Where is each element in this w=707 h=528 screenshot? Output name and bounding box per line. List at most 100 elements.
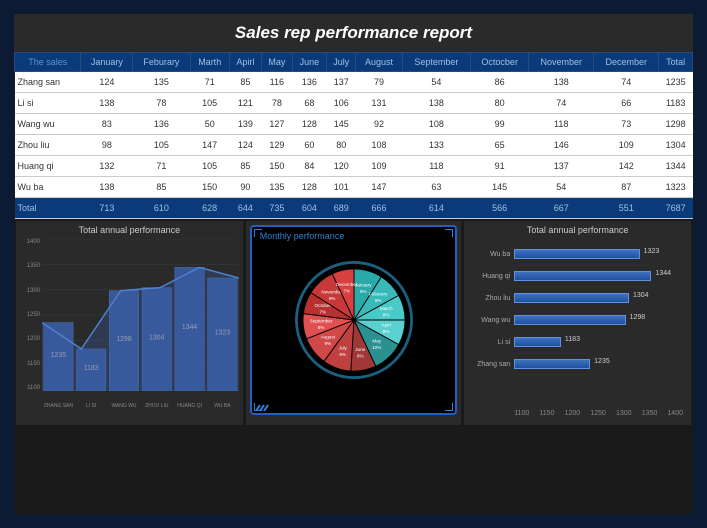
hbar-label: Zhang san xyxy=(472,361,514,368)
col-header: January xyxy=(81,53,133,72)
cell: 90 xyxy=(229,177,261,198)
cell: 109 xyxy=(356,156,402,177)
hbar-row: Wang wu1298 xyxy=(472,313,683,327)
svg-text:10%: 10% xyxy=(372,345,381,350)
cell: 108 xyxy=(356,135,402,156)
col-total: 666 xyxy=(356,198,402,219)
col-total: 628 xyxy=(190,198,229,219)
cell: 150 xyxy=(190,177,229,198)
cell: 142 xyxy=(594,156,659,177)
hbar-value: 1235 xyxy=(594,358,610,365)
hbar-row: Zhou liu1304 xyxy=(472,291,683,305)
svg-text:August: August xyxy=(320,334,335,339)
total-label: Total xyxy=(15,198,81,219)
cell: 147 xyxy=(356,177,402,198)
col-header: Octocber xyxy=(471,53,529,72)
cell: 108 xyxy=(402,114,471,135)
svg-text:May: May xyxy=(372,338,381,343)
cell: 121 xyxy=(229,93,261,114)
col-total: 689 xyxy=(327,198,356,219)
svg-text:September: September xyxy=(309,318,332,323)
col-total: 604 xyxy=(292,198,326,219)
cell: 135 xyxy=(261,177,292,198)
row-total: 1235 xyxy=(659,72,693,93)
row-total: 1298 xyxy=(659,114,693,135)
hbar-label: Wu ba xyxy=(472,251,514,258)
col-header: November xyxy=(529,53,594,72)
svg-text:January: January xyxy=(355,282,372,287)
cell: 129 xyxy=(261,135,292,156)
svg-text:Apirl: Apirl xyxy=(381,322,390,327)
cell: 136 xyxy=(292,72,326,93)
row-total: 1183 xyxy=(659,93,693,114)
rep-name: Zhou liu xyxy=(15,135,81,156)
rep-name: Wang wu xyxy=(15,114,81,135)
hbar-label: Li si xyxy=(472,339,514,346)
svg-text:December: December xyxy=(336,282,358,287)
col-header: Feburary xyxy=(133,53,190,72)
svg-text:7%: 7% xyxy=(319,309,326,314)
cell: 147 xyxy=(190,135,229,156)
cell: 84 xyxy=(292,156,326,177)
sales-table: The salesJanuaryFeburaryMarthApirlMayJun… xyxy=(14,52,693,219)
svg-text:7%: 7% xyxy=(343,288,350,293)
cell: 80 xyxy=(327,135,356,156)
hbar-value: 1323 xyxy=(644,248,660,255)
cell: 105 xyxy=(190,156,229,177)
cell: 138 xyxy=(81,93,133,114)
cell: 132 xyxy=(81,156,133,177)
svg-text:9%: 9% xyxy=(324,341,331,346)
rep-name: Li si xyxy=(15,93,81,114)
cell: 78 xyxy=(261,93,292,114)
cell: 105 xyxy=(133,135,190,156)
cell: 79 xyxy=(356,72,402,93)
cell: 128 xyxy=(292,114,326,135)
col-header: August xyxy=(356,53,402,72)
bar-chart-panel: Total annual performance Wu ba1323Huang … xyxy=(464,221,691,425)
col-total: 735 xyxy=(261,198,292,219)
cell: 124 xyxy=(229,135,261,156)
row-total: 1323 xyxy=(659,177,693,198)
cell: 101 xyxy=(327,177,356,198)
cell: 138 xyxy=(529,72,594,93)
cell: 80 xyxy=(471,93,529,114)
col-header: September xyxy=(402,53,471,72)
svg-text:June: June xyxy=(355,347,365,352)
rep-name: Huang qi xyxy=(15,156,81,177)
rep-name: Wu ba xyxy=(15,177,81,198)
area-chart-panel: Total annual performance 140013501300125… xyxy=(16,221,243,425)
col-total: 644 xyxy=(229,198,261,219)
cell: 146 xyxy=(529,135,594,156)
cell: 135 xyxy=(133,72,190,93)
col-total: 7687 xyxy=(659,198,693,219)
cell: 124 xyxy=(81,72,133,93)
svg-text:9%: 9% xyxy=(359,289,366,294)
col-total: 614 xyxy=(402,198,471,219)
cell: 73 xyxy=(594,114,659,135)
svg-text:8%: 8% xyxy=(356,353,363,358)
hbar-row: Li si1183 xyxy=(472,335,683,349)
col-header: The sales xyxy=(15,53,81,72)
cell: 78 xyxy=(133,93,190,114)
cell: 131 xyxy=(356,93,402,114)
cell: 60 xyxy=(292,135,326,156)
col-total: 566 xyxy=(471,198,529,219)
col-header: Marth xyxy=(190,53,229,72)
col-total: 610 xyxy=(133,198,190,219)
cell: 98 xyxy=(81,135,133,156)
cell: 137 xyxy=(327,72,356,93)
cell: 85 xyxy=(229,156,261,177)
cell: 139 xyxy=(229,114,261,135)
svg-text:8%: 8% xyxy=(317,325,324,330)
cell: 85 xyxy=(133,177,190,198)
cell: 133 xyxy=(402,135,471,156)
cell: 138 xyxy=(402,93,471,114)
cell: 145 xyxy=(327,114,356,135)
row-total: 1344 xyxy=(659,156,693,177)
svg-text:Feburary: Feburary xyxy=(368,291,387,296)
cell: 99 xyxy=(471,114,529,135)
cell: 118 xyxy=(402,156,471,177)
cell: 137 xyxy=(529,156,594,177)
cell: 86 xyxy=(471,72,529,93)
col-total: 667 xyxy=(529,198,594,219)
